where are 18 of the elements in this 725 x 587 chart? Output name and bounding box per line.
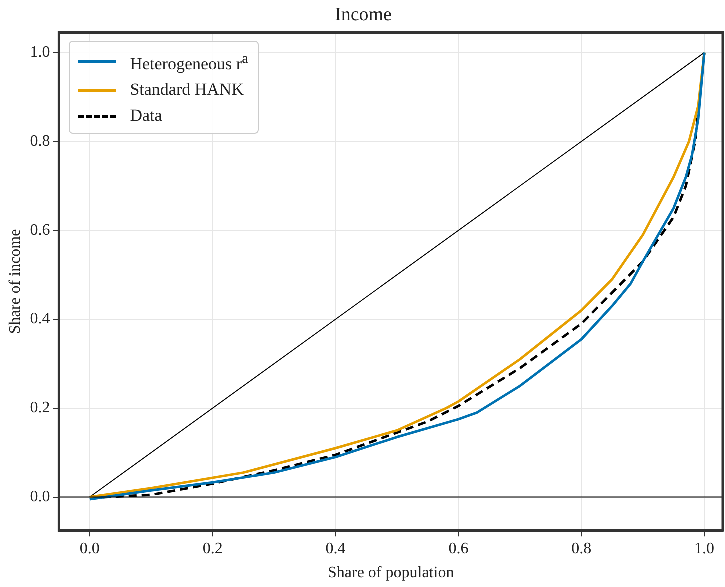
legend-label: Data — [130, 105, 162, 128]
x-tick-label: 0.0 — [80, 540, 100, 558]
chart-title: Income — [335, 4, 392, 26]
x-axis-title: Share of population — [328, 564, 454, 582]
legend-label: Standard HANK — [130, 79, 244, 102]
x-tick-label: 0.4 — [326, 540, 346, 558]
x-tick-label: 0.2 — [202, 540, 223, 558]
x-tick-label: 1.0 — [694, 540, 715, 558]
y-tick-label: 0.6 — [30, 222, 50, 239]
y-tick-label: 0.2 — [30, 400, 50, 417]
y-tick-label: 1.0 — [30, 44, 50, 62]
y-axis-title: Share of income — [6, 229, 24, 334]
y-tick-label: 0.0 — [30, 488, 50, 506]
y-tick-label: 0.8 — [30, 132, 50, 150]
x-tick-label: 0.6 — [448, 540, 469, 558]
legend-label: Heterogeneous r$^{a}$ — [130, 50, 248, 76]
y-tick-label: 0.4 — [30, 310, 50, 328]
x-tick-label: 0.8 — [572, 540, 592, 558]
